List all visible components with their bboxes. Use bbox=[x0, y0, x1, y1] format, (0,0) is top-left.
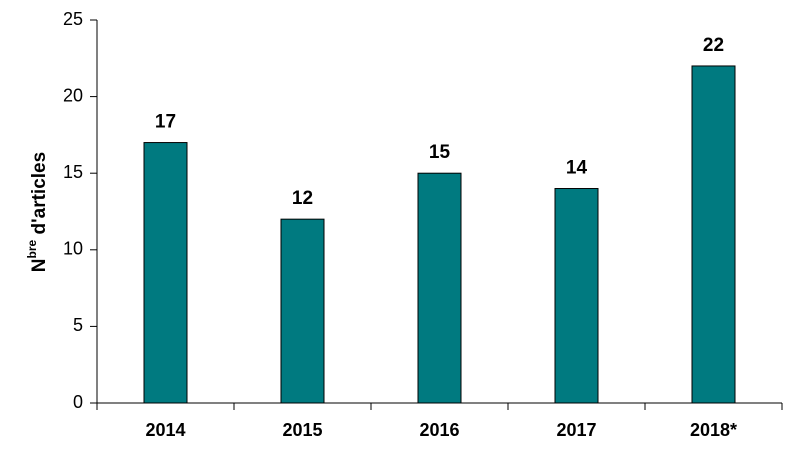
y-tick-label: 10 bbox=[63, 239, 83, 259]
bar bbox=[143, 142, 188, 404]
y-label-sup: bre bbox=[25, 239, 39, 258]
x-tick-label: 2015 bbox=[282, 420, 322, 440]
y-tick-label: 15 bbox=[63, 162, 83, 182]
x-tick-label: 2016 bbox=[419, 420, 459, 440]
y-label-rest: d'articles bbox=[29, 152, 50, 240]
y-tick-label: 20 bbox=[63, 85, 83, 105]
bar bbox=[417, 172, 462, 404]
bar bbox=[691, 65, 736, 404]
y-axis-label: Nbre d'articles bbox=[25, 152, 50, 272]
x-tick-label: 2014 bbox=[145, 420, 185, 440]
value-label: 17 bbox=[155, 112, 176, 133]
value-label: 12 bbox=[292, 188, 313, 209]
y-label-main: N bbox=[29, 258, 50, 272]
x-tick-label: 2018* bbox=[690, 420, 737, 440]
y-tick-label: 25 bbox=[63, 9, 83, 29]
x-tick-label: 2017 bbox=[556, 420, 596, 440]
bar bbox=[554, 188, 599, 404]
y-tick-label: 5 bbox=[73, 315, 83, 335]
value-label: 22 bbox=[703, 35, 724, 56]
y-tick-label: 0 bbox=[73, 392, 83, 412]
value-label: 15 bbox=[429, 142, 451, 163]
value-label: 14 bbox=[566, 158, 588, 179]
bar bbox=[280, 218, 325, 404]
